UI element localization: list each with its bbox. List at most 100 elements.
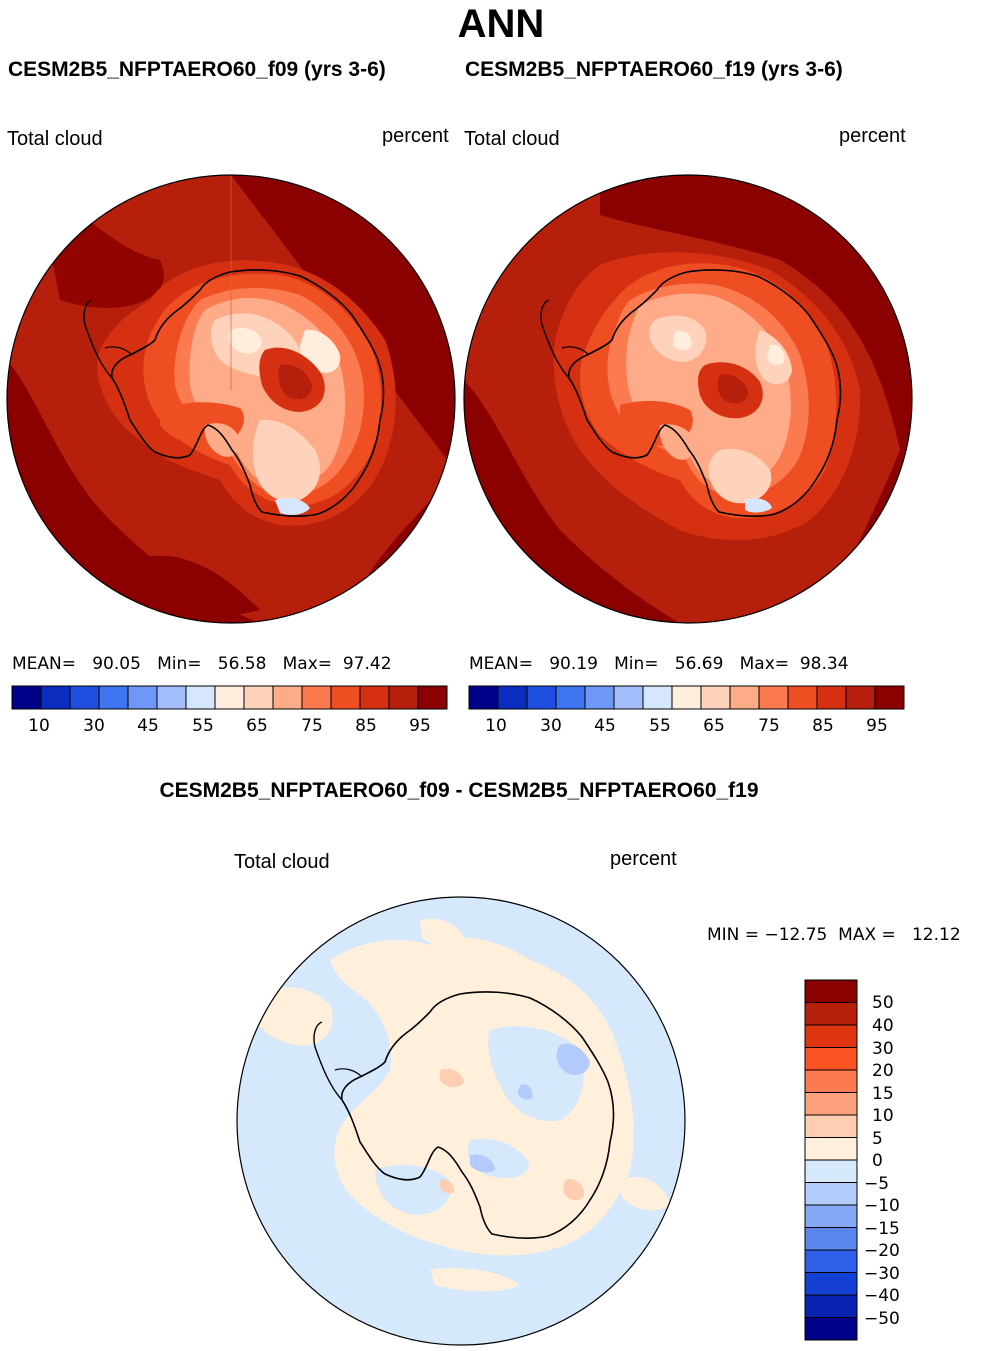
panel-left-tick: 45 (137, 716, 159, 736)
diff-tick: 0 (872, 1151, 883, 1171)
panel-left-tick: 65 (246, 716, 268, 736)
diff-colorbar (804, 979, 858, 1341)
diff-minmax: MIN = −12.75 MAX = 12.12 (707, 925, 961, 945)
colorbar-swatch (804, 1249, 858, 1273)
colorbar-swatch (243, 685, 274, 710)
panel-left-tick: 55 (192, 716, 214, 736)
colorbar-swatch (804, 1069, 858, 1093)
colorbar-swatch (816, 685, 847, 710)
diff-tick: −5 (864, 1174, 890, 1194)
panel-right-map-border (463, 174, 913, 624)
colorbar-swatch (301, 685, 332, 710)
diff-map (237, 897, 685, 1345)
panel-right-tick: 95 (866, 716, 888, 736)
diff-map-border (236, 896, 686, 1346)
panel-right-tick: 30 (540, 716, 562, 736)
colorbar-swatch (417, 685, 448, 710)
colorbar-swatch (584, 685, 615, 710)
diff-units-label: percent (610, 848, 677, 870)
colorbar-swatch (156, 685, 187, 710)
panel-left-stats: MEAN= 90.05 Min= 56.58 Max= 97.42 (12, 654, 392, 674)
colorbar-swatch (804, 1317, 858, 1341)
colorbar-swatch (388, 685, 419, 710)
panel-left-tick: 75 (301, 716, 323, 736)
diff-tick: 5 (872, 1129, 883, 1149)
panel-right-mean-value: 90.19 (549, 654, 598, 674)
panel-right-coastline (567, 269, 842, 517)
colorbar-swatch (729, 685, 760, 710)
panel-right-stats: MEAN= 90.19 Min= 56.69 Max= 98.34 (469, 654, 849, 674)
colorbar-swatch (98, 685, 129, 710)
diff-tick: −20 (864, 1241, 900, 1261)
colorbar-swatch (804, 1204, 858, 1228)
diff-tick: −30 (864, 1264, 900, 1284)
panel-left-tick: 10 (28, 716, 50, 736)
diff-title: CESM2B5_NFPTAERO60_f09 - CESM2B5_NFPTAER… (159, 779, 759, 802)
colorbar-swatch (804, 1092, 858, 1116)
colorbar-swatch (642, 685, 673, 710)
panel-right-colorbar (468, 685, 905, 710)
colorbar-swatch (468, 685, 499, 710)
panel-left-min-value: 56.58 (217, 654, 267, 674)
colorbar-swatch (700, 685, 731, 710)
colorbar-swatch (787, 685, 818, 710)
panel-right-max-value: 98.34 (799, 654, 849, 674)
colorbar-swatch (555, 685, 586, 710)
diff-tick: 15 (872, 1084, 894, 1104)
diff-tick: 10 (872, 1106, 894, 1126)
diff-tick: −40 (864, 1286, 900, 1306)
colorbar-swatch (804, 1047, 858, 1071)
panel-right-variable-label: Total cloud (464, 128, 560, 150)
diff-tick: 20 (872, 1061, 894, 1081)
colorbar-swatch (804, 1182, 858, 1206)
diff-tick: 30 (872, 1039, 894, 1059)
diff-tick: −10 (864, 1196, 900, 1216)
colorbar-swatch (804, 1227, 858, 1251)
colorbar-swatch (758, 685, 789, 710)
diff-tick: −50 (864, 1309, 900, 1329)
colorbar-swatch (497, 685, 528, 710)
colorbar-swatch (69, 685, 100, 710)
colorbar-swatch (804, 1002, 858, 1026)
colorbar-swatch (804, 1114, 858, 1138)
panel-left-max-value: 97.42 (342, 654, 392, 674)
colorbar-swatch (40, 685, 71, 710)
panel-left-min-label: Min= (157, 654, 202, 674)
panel-left-max-label: Max= (282, 654, 333, 674)
panel-right-min-label: Min= (614, 654, 659, 674)
colorbar-swatch (214, 685, 245, 710)
panel-right-min-value: 56.69 (674, 654, 724, 674)
colorbar-swatch (804, 1272, 858, 1296)
colorbar-swatch (804, 1024, 858, 1048)
diff-coastline (340, 991, 615, 1239)
panel-right-tick: 75 (758, 716, 780, 736)
panel-left-tick: 95 (409, 716, 431, 736)
colorbar-swatch (804, 1159, 858, 1183)
colorbar-swatch (804, 1294, 858, 1318)
colorbar-swatch (11, 685, 42, 710)
panel-right-tick: 65 (703, 716, 725, 736)
colorbar-swatch (185, 685, 216, 710)
panel-left-mean-label: MEAN= (12, 654, 76, 674)
panel-right-map (464, 175, 912, 623)
panel-right-tick: 45 (594, 716, 616, 736)
diff-tick: −15 (864, 1219, 900, 1239)
panel-left-colorbar (11, 685, 448, 710)
diff-tick: 40 (872, 1016, 894, 1036)
colorbar-swatch (804, 1137, 858, 1161)
colorbar-swatch (272, 685, 303, 710)
colorbar-swatch (526, 685, 557, 710)
colorbar-swatch (359, 685, 390, 710)
panel-left-mean-value: 90.05 (92, 654, 141, 674)
page-title: ANN (457, 2, 545, 46)
panel-right-tick: 55 (649, 716, 671, 736)
panel-right-run-title: CESM2B5_NFPTAERO60_f19 (yrs 3-6) (465, 58, 843, 81)
panel-right-max-label: Max= (739, 654, 790, 674)
diff-variable-label: Total cloud (234, 851, 330, 873)
panel-left-tick: 85 (355, 716, 377, 736)
panel-left-coastline (110, 269, 385, 517)
panel-left-run-title: CESM2B5_NFPTAERO60_f09 (yrs 3-6) (8, 58, 386, 81)
panel-left-units-label: percent (382, 125, 449, 147)
colorbar-swatch (613, 685, 644, 710)
